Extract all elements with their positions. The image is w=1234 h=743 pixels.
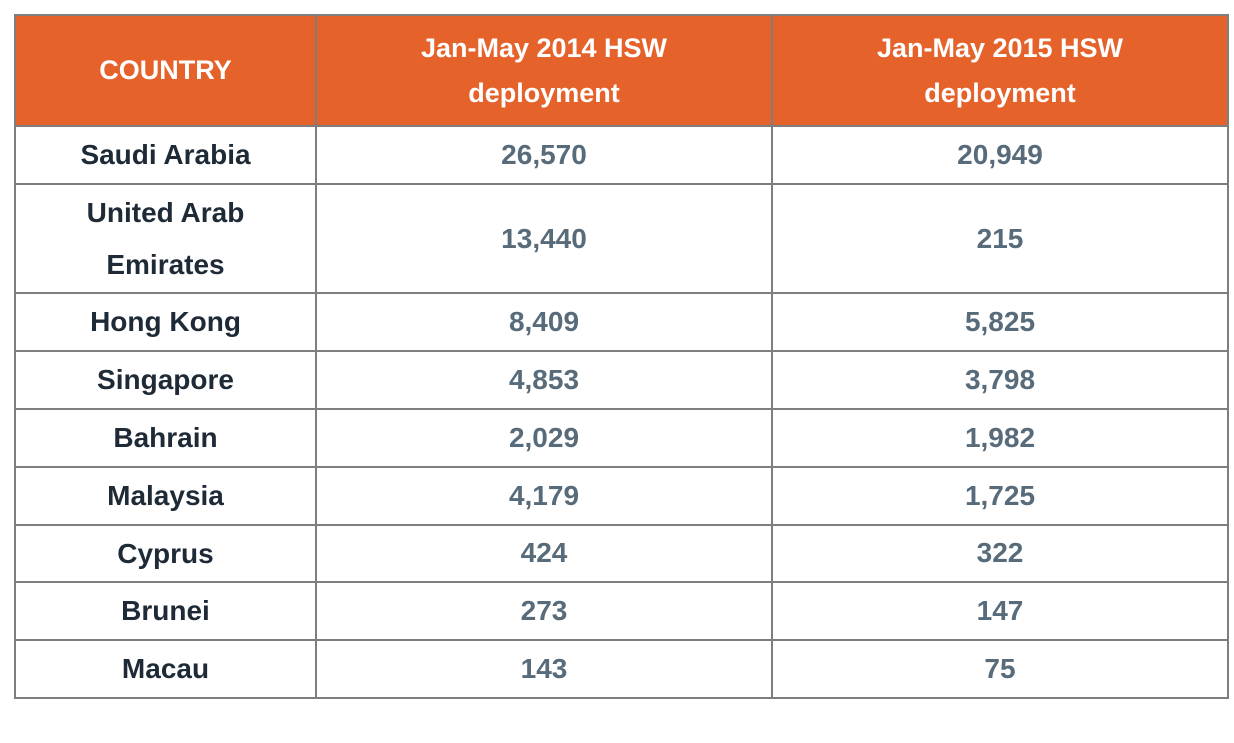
country-cell: Malaysia: [14, 465, 317, 526]
header-2014-label: Jan-May 2014 HSW deployment: [420, 32, 668, 108]
hsw-deployment-table: COUNTRY Jan-May 2014 HSW deployment Jan-…: [14, 14, 1229, 699]
header-2015-deployment: Jan-May 2015 HSW deployment: [771, 14, 1229, 127]
table-row: Hong Kong 8,409 5,825: [14, 292, 1229, 353]
value-2015-cell: 147: [771, 581, 1229, 642]
table-row: Malaysia 4,179 1,725: [14, 465, 1229, 526]
value-2014-cell: 13,440: [315, 182, 773, 295]
value-2015-cell: 3,798: [771, 350, 1229, 410]
value-2015-cell: 5,825: [771, 292, 1229, 353]
value-2014-cell: 4,853: [315, 350, 773, 410]
value-2014-cell: 2,029: [315, 407, 773, 468]
header-country: COUNTRY: [14, 14, 317, 127]
country-cell: Brunei: [14, 581, 317, 642]
table-row: Cyprus 424 322: [14, 523, 1229, 584]
value-2014-cell: 4,179: [315, 465, 773, 526]
value-2014-cell: 424: [315, 523, 773, 584]
value-2015-cell: 1,982: [771, 407, 1229, 468]
value-2015-cell: 75: [771, 639, 1229, 699]
value-2015-cell: 20,949: [771, 125, 1229, 185]
table-row: Macau 143 75: [14, 639, 1229, 699]
country-cell: Hong Kong: [14, 292, 317, 353]
country-cell: Bahrain: [14, 407, 317, 468]
table-row: Singapore 4,853 3,798: [14, 350, 1229, 410]
header-2015-label: Jan-May 2015 HSW deployment: [876, 32, 1124, 108]
table-header: COUNTRY Jan-May 2014 HSW deployment Jan-…: [14, 14, 1229, 127]
header-2014-deployment: Jan-May 2014 HSW deployment: [315, 14, 773, 127]
value-2014-cell: 8,409: [315, 292, 773, 353]
table-row: Brunei 273 147: [14, 581, 1229, 642]
value-2015-cell: 322: [771, 523, 1229, 584]
value-2015-cell: 1,725: [771, 465, 1229, 526]
value-2014-cell: 273: [315, 581, 773, 642]
table-row: Saudi Arabia 26,570 20,949: [14, 125, 1229, 185]
table-body: Saudi Arabia 26,570 20,949 United Arab E…: [14, 125, 1229, 699]
value-2015-cell: 215: [771, 182, 1229, 295]
header-row: COUNTRY Jan-May 2014 HSW deployment Jan-…: [14, 14, 1229, 127]
country-cell: United Arab Emirates: [14, 182, 317, 295]
country-cell: Macau: [14, 639, 317, 699]
value-2014-cell: 26,570: [315, 125, 773, 185]
country-cell: Saudi Arabia: [14, 125, 317, 185]
table-row: United Arab Emirates 13,440 215: [14, 182, 1229, 295]
header-country-label: COUNTRY: [99, 55, 232, 86]
country-cell: Cyprus: [14, 523, 317, 584]
table-row: Bahrain 2,029 1,982: [14, 407, 1229, 468]
value-2014-cell: 143: [315, 639, 773, 699]
country-cell: Singapore: [14, 350, 317, 410]
